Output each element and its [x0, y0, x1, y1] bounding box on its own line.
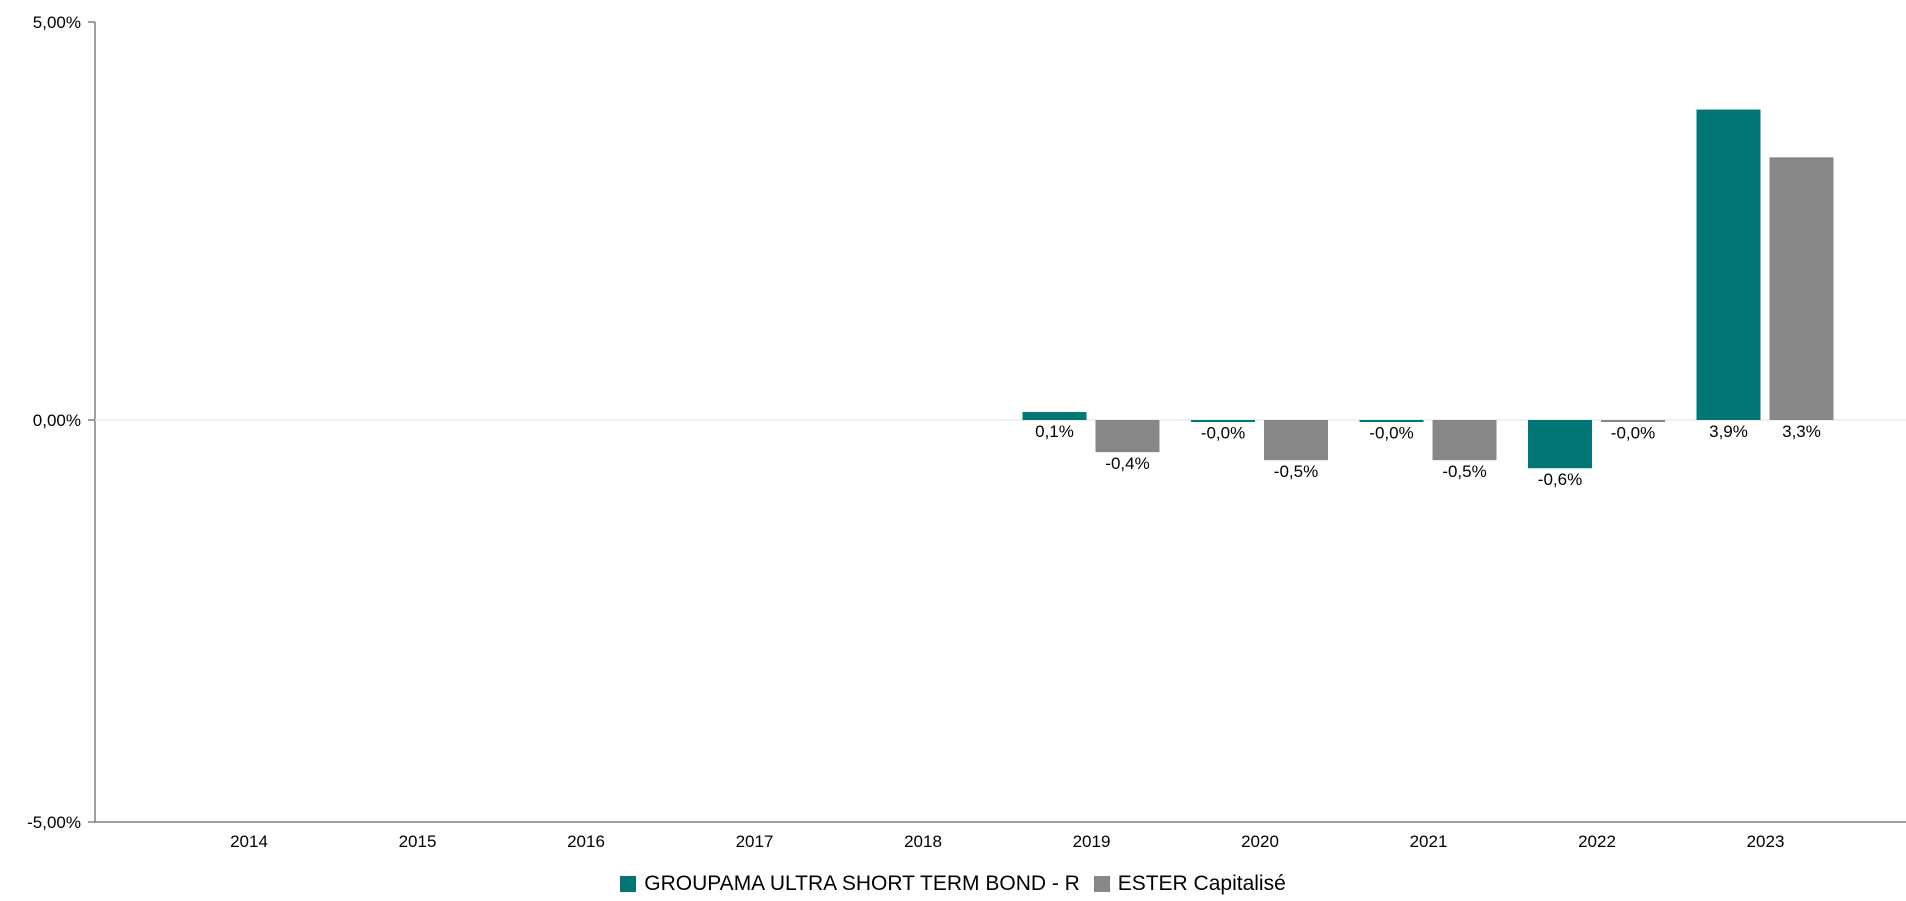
y-tick-label: -5,00% — [27, 813, 81, 832]
data-label: -0,5% — [1274, 462, 1318, 481]
bar-1[interactable] — [1191, 420, 1255, 422]
bar-1[interactable] — [1696, 109, 1761, 420]
bar-2[interactable] — [1769, 157, 1834, 420]
bar-2[interactable] — [1432, 420, 1497, 461]
data-label: 0,1% — [1035, 422, 1074, 441]
y-tick-label: 5,00% — [33, 13, 81, 32]
bar-1[interactable] — [1528, 420, 1592, 469]
legend-label-series-2: ESTER Capitalisé — [1117, 872, 1286, 895]
data-label: -0,0% — [1369, 424, 1413, 443]
x-tick-label: 2016 — [567, 832, 605, 851]
x-tick-label: 2019 — [1073, 832, 1111, 851]
data-label: -0,5% — [1442, 462, 1486, 481]
x-tick-label: 2022 — [1578, 832, 1616, 851]
bar-2[interactable] — [1601, 420, 1665, 422]
bar-1[interactable] — [1022, 412, 1087, 420]
x-tick-label: 2015 — [399, 832, 437, 851]
x-tick-label: 2020 — [1241, 832, 1279, 851]
x-tick-label: 2023 — [1747, 832, 1785, 851]
data-label: -0,6% — [1538, 470, 1582, 489]
bar-2[interactable] — [1264, 420, 1328, 461]
axes: 5,00% 0,00% -5,00% 2014 2015 2016 2017 2018 2019… — [27, 13, 1906, 851]
legend-item-series-1[interactable]: GROUPAMA ULTRA SHORT TERM BOND - R — [620, 872, 1080, 896]
data-label: -0,4% — [1105, 454, 1149, 473]
data-labels: 0,1% -0,0% -0,0% -0,6% 3,9% -0,4% -0,5% -0,5% -0… — [1035, 422, 1821, 489]
legend-swatch-series-1 — [620, 876, 637, 892]
x-tick-label: 2017 — [736, 832, 774, 851]
bars — [1022, 109, 1834, 469]
bar-1[interactable] — [1359, 420, 1424, 422]
legend-item-series-2[interactable]: ESTER Capitalisé — [1093, 872, 1286, 896]
x-tick-label: 2018 — [904, 832, 942, 851]
x-tick-label: 2021 — [1410, 832, 1448, 851]
data-label: 3,9% — [1709, 422, 1748, 441]
data-label: 3,3% — [1782, 422, 1821, 441]
legend-swatch-series-2 — [1093, 876, 1110, 892]
data-label: -0,0% — [1611, 424, 1655, 443]
y-tick-label: 0,00% — [33, 411, 81, 430]
legend: GROUPAMA ULTRA SHORT TERM BOND - R ESTER… — [0, 872, 1906, 898]
bar-2[interactable] — [1095, 420, 1160, 453]
x-tick-label: 2014 — [230, 832, 268, 851]
data-label: -0,0% — [1201, 424, 1245, 443]
legend-label-series-1: GROUPAMA ULTRA SHORT TERM BOND - R — [644, 872, 1080, 895]
